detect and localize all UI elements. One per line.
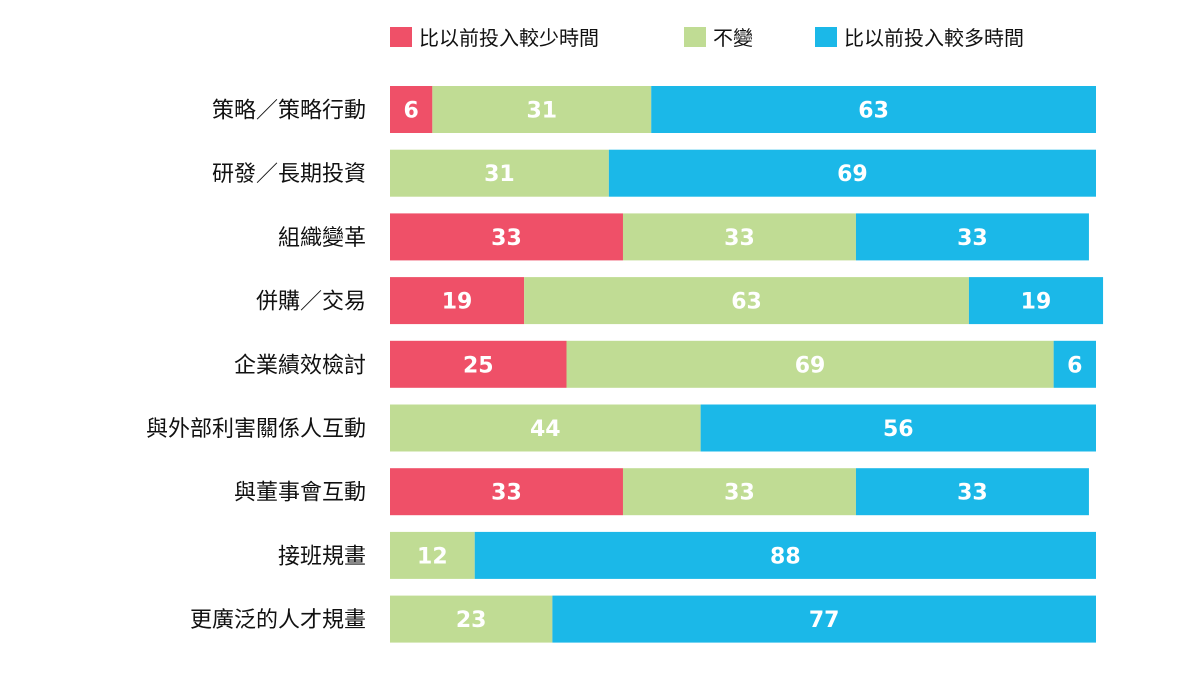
value-label: 88 bbox=[770, 544, 801, 569]
value-label: 12 bbox=[417, 544, 448, 569]
bar-segment bbox=[622, 213, 856, 261]
value-label: 23 bbox=[456, 608, 487, 633]
value-label: 69 bbox=[837, 162, 868, 187]
legend-swatch-1 bbox=[390, 27, 412, 47]
bar-segment bbox=[390, 277, 525, 325]
category-label: 研發／長期投資 bbox=[212, 162, 366, 187]
category-label: 與外部利害關係人互動 bbox=[146, 417, 366, 442]
value-label: 33 bbox=[724, 481, 755, 506]
bar-segment bbox=[524, 277, 969, 325]
bar-segment bbox=[390, 213, 623, 261]
value-label: 6 bbox=[404, 99, 419, 124]
bar-segment bbox=[390, 531, 475, 579]
category-label: 組織變革 bbox=[278, 226, 366, 251]
value-label: 6 bbox=[1067, 353, 1082, 378]
category-labels: 策略／策略行動研發／長期投資組織變革併購／交易企業績效檢討與外部利害關係人互動與… bbox=[146, 99, 366, 634]
legend-label-1: 比以前投入較少時間 bbox=[419, 26, 599, 50]
value-label: 63 bbox=[731, 290, 762, 315]
legend-label-3: 比以前投入較多時間 bbox=[844, 26, 1024, 50]
value-label: 25 bbox=[463, 353, 494, 378]
value-label: 33 bbox=[491, 481, 522, 506]
value-label: 31 bbox=[526, 99, 557, 124]
bar-segment bbox=[968, 277, 1104, 325]
bar-segment bbox=[390, 340, 567, 388]
value-label: 33 bbox=[724, 226, 755, 251]
value-label: 19 bbox=[442, 290, 473, 315]
value-labels: 6 31 63 31 69 33 33 33 19 63 19 25 69 6 44 56 33 33 33 12 88… bbox=[404, 99, 1083, 634]
bar-segment bbox=[622, 468, 856, 516]
legend: 比以前投入較少時間 不變 比以前投入較多時間 bbox=[390, 26, 1024, 50]
bar-segment bbox=[608, 149, 1096, 197]
bar-segment bbox=[855, 468, 1089, 516]
bar-segment bbox=[552, 595, 1096, 643]
legend-swatch-2 bbox=[684, 27, 706, 47]
value-label: 33 bbox=[491, 226, 522, 251]
bar-segment bbox=[474, 531, 1097, 579]
value-label: 31 bbox=[484, 162, 515, 187]
category-label: 策略／策略行動 bbox=[212, 99, 366, 124]
value-label: 44 bbox=[530, 417, 561, 442]
bars bbox=[390, 86, 1104, 643]
bar-segment bbox=[390, 468, 623, 516]
value-label: 63 bbox=[858, 99, 889, 124]
legend-swatch-3 bbox=[815, 27, 837, 47]
bar-segment bbox=[432, 86, 652, 133]
legend-label-2: 不變 bbox=[713, 26, 753, 50]
bar-segment bbox=[390, 149, 609, 197]
category-label: 與董事會互動 bbox=[234, 481, 366, 506]
bar-segment bbox=[651, 86, 1096, 133]
value-label: 33 bbox=[957, 481, 988, 506]
bar-segment bbox=[566, 340, 1054, 388]
value-label: 56 bbox=[883, 417, 914, 442]
bar-segment bbox=[700, 404, 1096, 452]
category-label: 接班規畫 bbox=[278, 544, 366, 569]
bar-segment bbox=[1053, 340, 1096, 388]
bar-segment bbox=[390, 86, 433, 133]
value-label: 33 bbox=[957, 226, 988, 251]
bar-segment bbox=[390, 404, 701, 452]
bar-segment bbox=[390, 595, 553, 643]
value-label: 77 bbox=[809, 608, 840, 633]
value-label: 19 bbox=[1021, 290, 1052, 315]
bar-segment bbox=[855, 213, 1089, 261]
category-label: 併購／交易 bbox=[256, 290, 366, 315]
value-label: 69 bbox=[795, 353, 826, 378]
category-label: 更廣泛的人才規畫 bbox=[190, 608, 366, 633]
category-label: 企業績效檢討 bbox=[234, 353, 366, 378]
